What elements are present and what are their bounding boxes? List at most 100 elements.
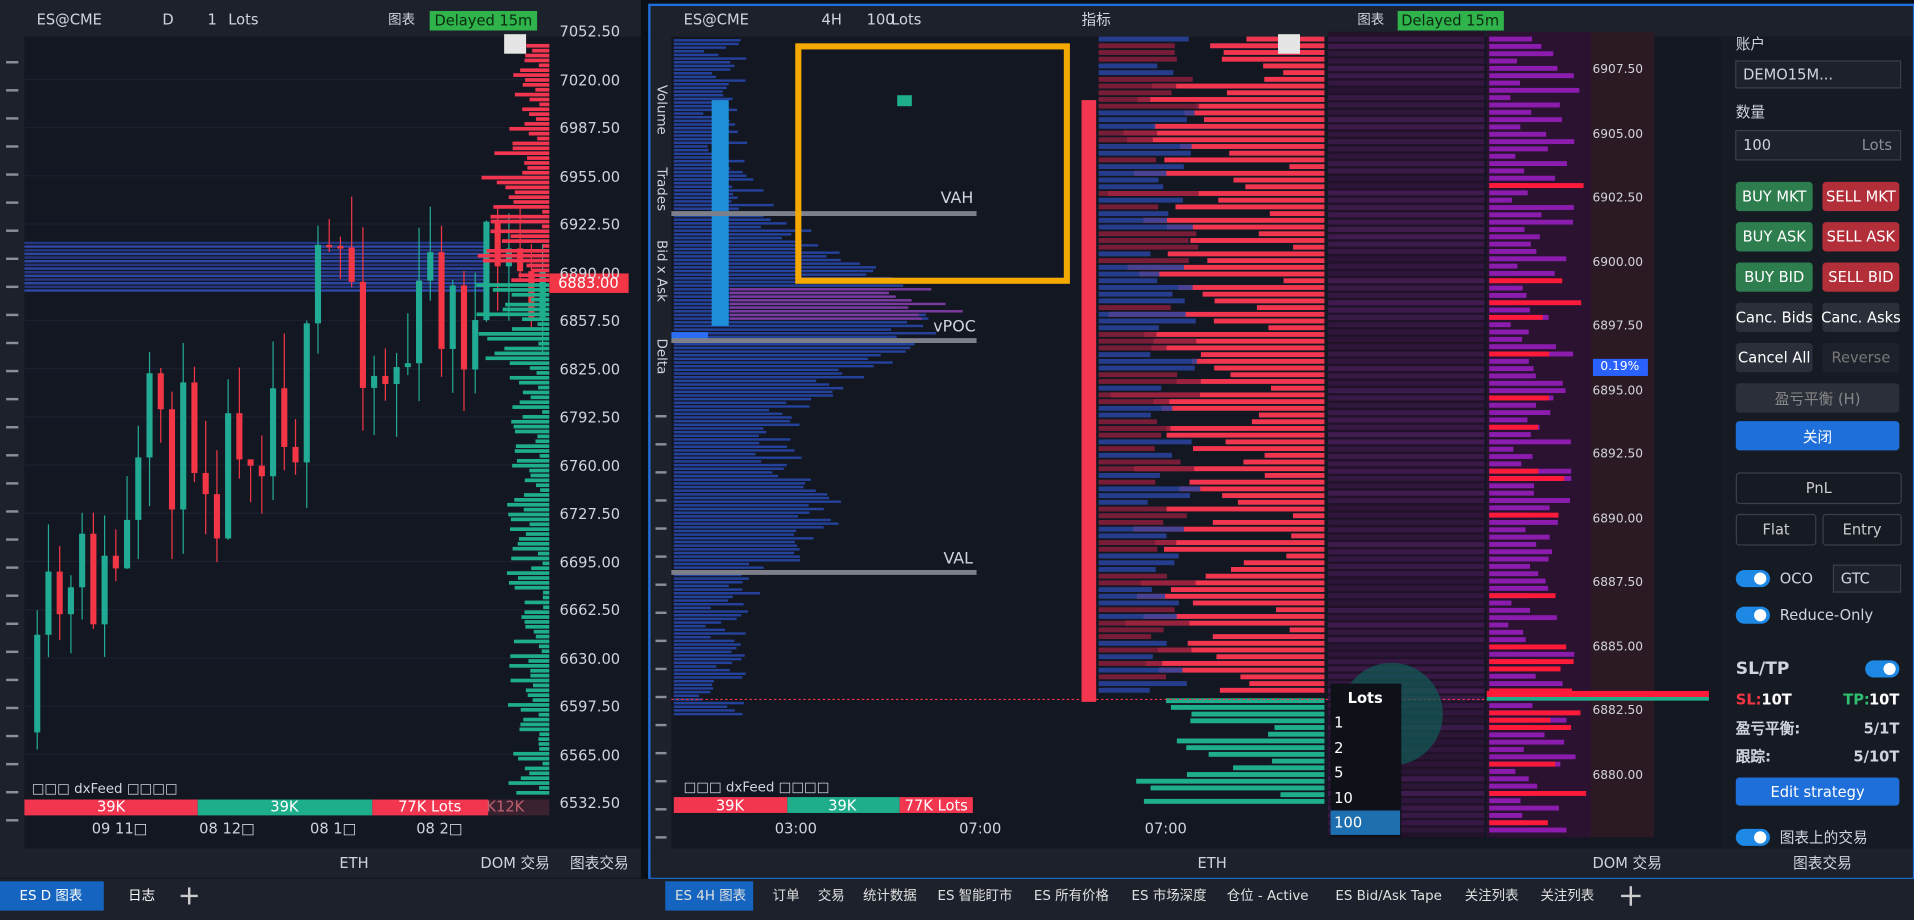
button[interactable]: BUY BID	[1735, 262, 1813, 292]
indicators-button[interactable]: 指标	[1081, 10, 1111, 29]
tab[interactable]: 统计数据	[863, 888, 917, 904]
dom-bar	[1489, 219, 1573, 225]
button[interactable]: SELL ASK	[1822, 222, 1900, 252]
volume-profile-bar	[535, 117, 550, 121]
field-label: 数量	[1735, 103, 1766, 121]
profile-band	[24, 260, 489, 263]
side-tab[interactable]: Trades	[653, 167, 670, 212]
dom-bar	[1489, 51, 1554, 57]
heatmap-row	[1328, 117, 1485, 123]
lots-option[interactable]: 10	[1334, 789, 1353, 807]
button[interactable]: Edit strategy	[1735, 777, 1900, 806]
dom-button[interactable]: DOM 交易	[480, 854, 550, 872]
candle-body	[483, 221, 490, 321]
button[interactable]: 关闭	[1735, 421, 1900, 451]
heatmap-row	[1328, 827, 1485, 833]
dom-bar	[1489, 80, 1520, 86]
footprint-cell	[1098, 311, 1186, 317]
footprint-bar	[1222, 493, 1325, 499]
candle-body	[281, 388, 288, 447]
lots-option[interactable]: 100	[1334, 814, 1363, 832]
button[interactable]: Canc. Bids	[1735, 302, 1813, 333]
heatmap-row	[1328, 73, 1485, 79]
footprint-cell	[1098, 170, 1167, 176]
button[interactable]: 盈亏平衡 (H)	[1735, 383, 1900, 413]
footprint-cell	[1098, 419, 1158, 425]
chart-trading-button[interactable]: 图表交易	[570, 854, 629, 872]
side-tab[interactable]: Bid x Ask	[653, 240, 670, 302]
volume-profile-bar	[673, 617, 737, 621]
lots-option[interactable]: 2	[1334, 739, 1344, 757]
side-tab[interactable]: Volume	[653, 84, 670, 135]
tab[interactable]: ES 4H 图表	[675, 888, 747, 904]
volume-label: 39K	[270, 798, 299, 816]
volume-profile-bar	[538, 385, 550, 390]
volume-profile-bar	[520, 722, 550, 727]
button[interactable]: Cancel All	[1735, 343, 1813, 373]
quantity[interactable]: 100	[1743, 136, 1772, 154]
footprint-bar	[1233, 765, 1325, 771]
chart-button[interactable]: 图表	[388, 11, 416, 28]
volume-profile-bar	[673, 496, 830, 500]
tab[interactable]: 关注列表	[1464, 888, 1519, 904]
interval[interactable]: 4H	[821, 10, 842, 29]
footprint-cell	[1098, 258, 1189, 264]
tool-icon	[6, 594, 19, 597]
tif[interactable]: GTC	[1840, 570, 1870, 588]
tab[interactable]: 关注列表	[1540, 888, 1595, 904]
button[interactable]: BUY ASK	[1735, 222, 1813, 252]
volume-profile-bar	[508, 195, 550, 199]
candle-body	[56, 571, 63, 615]
chart-button[interactable]: 图表	[1357, 11, 1385, 28]
heatmap-row	[1328, 541, 1485, 547]
tab[interactable]: ES 智能盯市	[937, 888, 1013, 904]
volume-profile-bar	[516, 458, 550, 463]
button[interactable]: BUY MKT	[1735, 181, 1813, 212]
side-tab[interactable]: Delta	[653, 338, 670, 375]
button[interactable]: Canc. Asks	[1821, 302, 1901, 333]
chart-trading-button[interactable]: 图表交易	[1793, 854, 1852, 872]
tab[interactable]: ES Bid/Ask Tape	[1335, 888, 1442, 904]
sl-label: SL:	[1735, 690, 1762, 708]
volume-profile-bar	[524, 610, 550, 614]
dom-bar	[1489, 769, 1516, 774]
session[interactable]: ETH	[1197, 854, 1227, 872]
tab[interactable]: 交易	[817, 888, 845, 904]
footprint-bar	[1214, 298, 1325, 304]
tab[interactable]: 仓位 - Active	[1226, 888, 1309, 904]
dom-bar-strong	[1489, 183, 1584, 188]
button[interactable]: Flat	[1735, 513, 1817, 546]
volume-profile-bar	[522, 170, 550, 175]
volume-profile-bar	[529, 468, 550, 473]
lots-option[interactable]: 1	[1334, 714, 1344, 732]
tab[interactable]: 日志	[128, 888, 156, 904]
volume-profile-bar	[513, 200, 550, 204]
tab[interactable]: 订单	[772, 888, 800, 904]
button[interactable]: Reverse	[1822, 343, 1900, 373]
volume-profile-bar	[513, 751, 550, 756]
session[interactable]: ETH	[339, 854, 369, 872]
button[interactable]: PnL	[1735, 472, 1902, 505]
tab[interactable]: ES 所有价格	[1033, 888, 1109, 904]
tab[interactable]: ES D 图表	[19, 888, 83, 904]
lots-option[interactable]: 5	[1334, 764, 1344, 782]
volume-profile-bar	[673, 335, 897, 339]
footprint-cell	[1098, 76, 1193, 82]
dom-button[interactable]: DOM 交易	[1592, 854, 1662, 872]
volume-profile-bar	[673, 485, 804, 489]
button[interactable]: Entry	[1822, 513, 1902, 546]
button[interactable]: SELL BID	[1822, 262, 1900, 292]
tab[interactable]: ES 市场深度	[1131, 888, 1207, 904]
footprint-bar	[1192, 358, 1325, 364]
dom-bar	[1489, 270, 1555, 276]
footprint-cell	[1098, 184, 1164, 190]
account[interactable]: DEMO15M...	[1743, 65, 1834, 84]
footprint-cell	[1098, 479, 1156, 485]
candle-body	[438, 252, 445, 349]
button[interactable]: SELL MKT	[1822, 181, 1900, 212]
volume-profile-bar	[673, 504, 809, 507]
interval[interactable]: D	[162, 10, 174, 29]
volume-profile-bar	[538, 712, 550, 717]
dom-bar	[1489, 549, 1552, 555]
tool-icon	[6, 369, 19, 373]
